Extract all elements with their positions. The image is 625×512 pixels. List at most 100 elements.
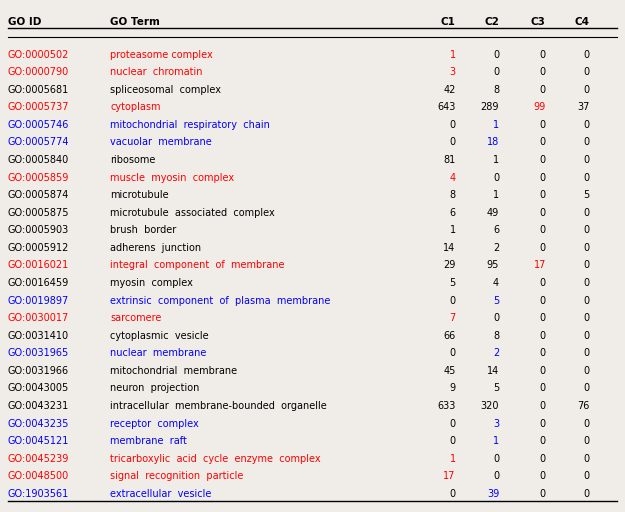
Text: GO:0005875: GO:0005875 [8,208,69,218]
Text: GO:0005774: GO:0005774 [8,137,69,147]
Text: 42: 42 [443,85,456,95]
Text: 7: 7 [449,313,456,323]
Text: 0: 0 [540,295,546,306]
Text: 14: 14 [443,243,456,253]
Text: 0: 0 [540,383,546,393]
Text: 0: 0 [583,225,589,236]
Text: GO ID: GO ID [8,17,41,27]
Text: 0: 0 [540,401,546,411]
Text: 0: 0 [493,50,499,59]
Text: signal  recognition  particle: signal recognition particle [110,471,244,481]
Text: 0: 0 [583,366,589,376]
Text: 95: 95 [487,261,499,270]
Text: 49: 49 [487,208,499,218]
Text: C1: C1 [441,17,456,27]
Text: 0: 0 [493,173,499,183]
Text: 0: 0 [449,137,456,147]
Text: proteasome complex: proteasome complex [110,50,213,59]
Text: 0: 0 [493,471,499,481]
Text: 8: 8 [449,190,456,200]
Text: brush  border: brush border [110,225,176,236]
Text: 0: 0 [449,418,456,429]
Text: GO:0005903: GO:0005903 [8,225,69,236]
Text: 14: 14 [487,366,499,376]
Text: integral  component  of  membrane: integral component of membrane [110,261,285,270]
Text: 0: 0 [540,173,546,183]
Text: GO:0005737: GO:0005737 [8,102,69,112]
Text: 0: 0 [583,137,589,147]
Text: nuclear  chromatin: nuclear chromatin [110,67,202,77]
Text: 45: 45 [443,366,456,376]
Text: sarcomere: sarcomere [110,313,162,323]
Text: GO:0005840: GO:0005840 [8,155,69,165]
Text: 81: 81 [443,155,456,165]
Text: 0: 0 [583,313,589,323]
Text: GO:0031966: GO:0031966 [8,366,69,376]
Text: 4: 4 [493,278,499,288]
Text: 0: 0 [583,383,589,393]
Text: 0: 0 [583,295,589,306]
Text: mitochondrial  respiratory  chain: mitochondrial respiratory chain [110,120,270,130]
Text: extrinsic  component  of  plasma  membrane: extrinsic component of plasma membrane [110,295,331,306]
Text: 0: 0 [493,454,499,464]
Text: 0: 0 [540,225,546,236]
Text: 1: 1 [493,436,499,446]
Text: intracellular  membrane-bounded  organelle: intracellular membrane-bounded organelle [110,401,327,411]
Text: GO:0005681: GO:0005681 [8,85,69,95]
Text: 0: 0 [540,243,546,253]
Text: spliceosomal  complex: spliceosomal complex [110,85,221,95]
Text: 0: 0 [449,436,456,446]
Text: 17: 17 [534,261,546,270]
Text: 0: 0 [583,489,589,499]
Text: GO:0030017: GO:0030017 [8,313,69,323]
Text: GO:1903561: GO:1903561 [8,489,69,499]
Text: 1: 1 [449,454,456,464]
Text: 18: 18 [487,137,499,147]
Text: 0: 0 [583,278,589,288]
Text: 6: 6 [493,225,499,236]
Text: 0: 0 [540,120,546,130]
Text: 0: 0 [540,190,546,200]
Text: 0: 0 [583,243,589,253]
Text: 29: 29 [443,261,456,270]
Text: 0: 0 [583,454,589,464]
Text: 5: 5 [449,278,456,288]
Text: 0: 0 [493,67,499,77]
Text: GO Term: GO Term [110,17,160,27]
Text: 0: 0 [540,313,546,323]
Text: muscle  myosin  complex: muscle myosin complex [110,173,234,183]
Text: GO:0048500: GO:0048500 [8,471,69,481]
Text: 0: 0 [449,348,456,358]
Text: 17: 17 [443,471,456,481]
Text: 0: 0 [540,208,546,218]
Text: 0: 0 [540,331,546,340]
Text: 1: 1 [449,225,456,236]
Text: microtubule: microtubule [110,190,169,200]
Text: 0: 0 [449,489,456,499]
Text: 0: 0 [583,331,589,340]
Text: C3: C3 [531,17,546,27]
Text: 6: 6 [449,208,456,218]
Text: 0: 0 [583,120,589,130]
Text: GO:0005746: GO:0005746 [8,120,69,130]
Text: 0: 0 [540,454,546,464]
Text: GO:0005874: GO:0005874 [8,190,69,200]
Text: 0: 0 [583,418,589,429]
Text: 0: 0 [540,85,546,95]
Text: 0: 0 [583,50,589,59]
Text: GO:0016021: GO:0016021 [8,261,69,270]
Text: GO:0045121: GO:0045121 [8,436,69,446]
Text: 1: 1 [493,120,499,130]
Text: 76: 76 [577,401,589,411]
Text: 5: 5 [493,295,499,306]
Text: 99: 99 [534,102,546,112]
Text: GO:0016459: GO:0016459 [8,278,69,288]
Text: 2: 2 [493,348,499,358]
Text: 66: 66 [443,331,456,340]
Text: GO:0005859: GO:0005859 [8,173,69,183]
Text: cytoplasmic  vesicle: cytoplasmic vesicle [110,331,209,340]
Text: receptor  complex: receptor complex [110,418,199,429]
Text: 0: 0 [540,50,546,59]
Text: vacuolar  membrane: vacuolar membrane [110,137,212,147]
Text: 5: 5 [493,383,499,393]
